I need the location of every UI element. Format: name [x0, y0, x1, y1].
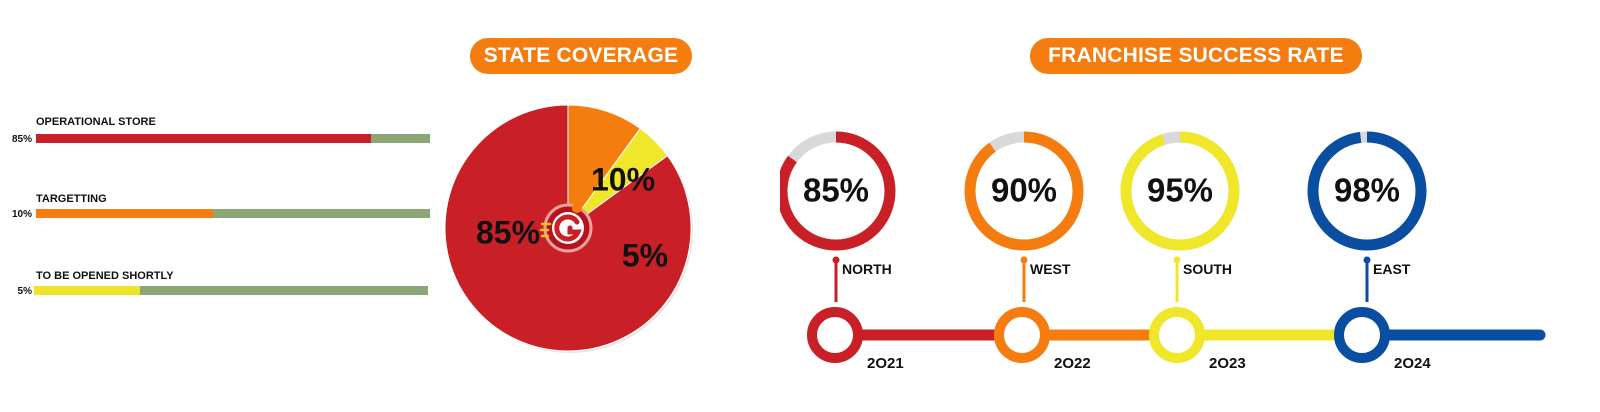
- timeline-node: [807, 307, 863, 363]
- bar-percent: 10%: [11, 209, 32, 220]
- bar-fill: [34, 286, 141, 295]
- franchise-success-title: FRANCHISE SUCCESS RATE: [1030, 38, 1362, 74]
- bar-targetting: TARGETTING 10%: [0, 189, 440, 229]
- year-label: 2O24: [1394, 355, 1431, 372]
- year-label: 2O21: [867, 355, 904, 372]
- bar-track: [36, 134, 430, 143]
- pie-slice-label: 85%: [476, 214, 540, 250]
- bar-percent: 5%: [17, 286, 32, 297]
- bar-fill: [36, 209, 214, 218]
- timeline-node: [994, 307, 1050, 363]
- state-coverage-title: STATE COVERAGE: [470, 38, 692, 74]
- bar-percent: 85%: [11, 134, 32, 145]
- bar-operational-store: OPERATIONAL STORE 85%: [0, 112, 440, 152]
- ring-percent-label: 85%: [803, 172, 869, 209]
- bar-track: [36, 209, 430, 218]
- stem-dot: [832, 256, 840, 264]
- ring-percent-label: 95%: [1147, 172, 1213, 209]
- stem-dot: [1020, 256, 1028, 264]
- franchise-north: 85% NORTH 2O21: [780, 131, 904, 372]
- logo-icon: [539, 203, 593, 253]
- ring-percent-label: 90%: [991, 172, 1057, 209]
- bar-track: [34, 286, 428, 295]
- franchise-success-chart: 85% NORTH 2O21 90% WEST 2O22 95% SOUTH 2O23 98% EA…: [780, 131, 1546, 372]
- timeline-node: [1149, 307, 1205, 363]
- stem-dot: [1173, 256, 1181, 264]
- bar-label: TO BE OPENED SHORTLY: [36, 270, 174, 282]
- bar-label: OPERATIONAL STORE: [36, 116, 156, 128]
- region-label: WEST: [1030, 261, 1071, 277]
- ring-percent-label: 98%: [1334, 172, 1400, 209]
- region-label: EAST: [1373, 261, 1411, 277]
- year-label: 2O23: [1209, 355, 1246, 372]
- region-label: SOUTH: [1183, 261, 1232, 277]
- franchise-west: 90% WEST 2O22: [964, 131, 1091, 372]
- bar-label: TARGETTING: [36, 193, 107, 205]
- bar-fill: [36, 134, 371, 143]
- stem-dot: [1363, 256, 1371, 264]
- ring-value-arc: [780, 131, 896, 251]
- franchise-south: 95% SOUTH 2O23: [1120, 131, 1246, 372]
- pie-slice-label: 10%: [591, 161, 655, 197]
- bar-to-be-opened: TO BE OPENED SHORTLY 5%: [0, 266, 440, 306]
- timeline-node: [1334, 307, 1390, 363]
- year-label: 2O22: [1054, 355, 1091, 372]
- ring-value-arc: [1307, 131, 1427, 251]
- region-label: NORTH: [842, 261, 892, 277]
- pie-slice-label: 5%: [622, 237, 668, 273]
- franchise-east: 98% EAST 2O24: [1307, 131, 1431, 372]
- ring-value-arc: [964, 131, 1084, 251]
- state-coverage-pie: 85% 10% 5%: [444, 104, 693, 353]
- ring-value-arc: [1120, 131, 1240, 251]
- pie-slice: [567, 104, 641, 230]
